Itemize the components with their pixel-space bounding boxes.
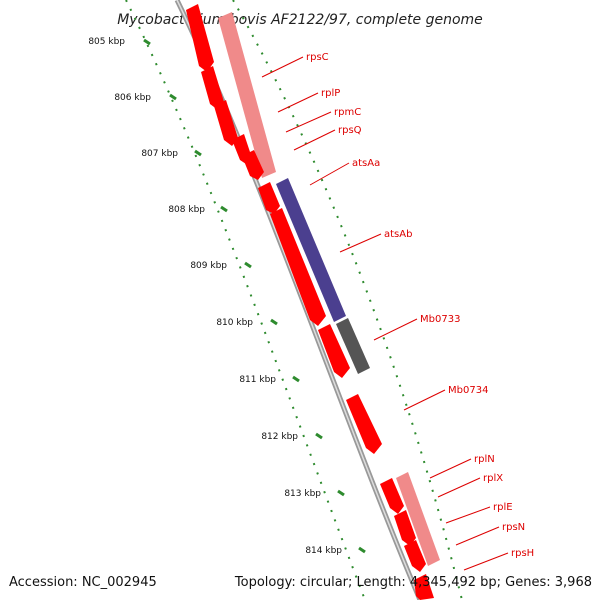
gene-label-rplP[interactable]: rplP (321, 88, 340, 99)
gene-label-leader (403, 389, 446, 411)
gene-feature-rplP[interactable] (186, 4, 214, 72)
gene-feature-Mb0733-red[interactable] (318, 324, 350, 378)
gene-feature-atsAa-red[interactable] (258, 182, 280, 214)
scale-tick (270, 318, 278, 326)
gene-label-leader (455, 526, 500, 546)
gene-feature-rpsN[interactable] (414, 574, 434, 600)
gene-features (186, 4, 440, 600)
scale-label: 810 kbp (216, 318, 253, 328)
scale-tick (337, 489, 345, 497)
gene-label-leader (339, 233, 382, 253)
gene-feature-rplN[interactable] (380, 478, 404, 514)
gene-feature-atsAa-blue[interactable] (276, 178, 346, 322)
gene-feature-Mb0734[interactable] (346, 394, 382, 454)
scale-label: 814 kbp (305, 546, 342, 556)
gene-label-leader (463, 552, 509, 571)
gene-label-leader (429, 458, 472, 479)
gene-labels: rpsC rplP rpmC rpsQ atsAa atsAb Mb0733 Mb0734 rp… (306, 52, 534, 559)
scale-label: 813 kbp (284, 489, 321, 499)
gene-label-leader (445, 506, 491, 524)
scale-label: 812 kbp (261, 432, 298, 442)
gene-feature-rpsQ[interactable] (214, 100, 238, 146)
gene-label-leader (261, 56, 304, 78)
gene-label-atsAb[interactable]: atsAb (384, 229, 412, 240)
scale-label: 808 kbp (168, 205, 205, 215)
accession-text: Accession: NC_002945 (9, 575, 157, 590)
gene-label-leader (309, 162, 350, 186)
genome-info-text: Topology: circular; Length: 4,345,492 bp… (234, 575, 592, 590)
gene-label-rplE[interactable]: rplE (493, 502, 513, 513)
gene-feature-Mb0733-gray[interactable] (336, 318, 370, 374)
gene-label-rpsC[interactable]: rpsC (306, 52, 329, 63)
scale-tick (292, 375, 300, 383)
gene-feature-rpmC[interactable] (201, 66, 224, 110)
scale-label: 806 kbp (114, 93, 151, 103)
gene-label-rpsQ[interactable]: rpsQ (338, 125, 362, 136)
gene-label-rpmC[interactable]: rpmC (334, 107, 361, 118)
gene-feature-rplX[interactable] (394, 510, 416, 546)
gene-label-leader (277, 92, 319, 113)
scale-label: 807 kbp (141, 149, 178, 159)
scale-tick (358, 546, 366, 554)
scale-tick (169, 93, 177, 101)
gene-feature-small-2[interactable] (242, 150, 264, 180)
gene-label-rplX[interactable]: rplX (483, 473, 503, 484)
gene-feature-atsAb-red[interactable] (270, 208, 326, 326)
gene-label-leader (293, 129, 336, 151)
gene-label-rpsN[interactable]: rpsN (502, 522, 525, 533)
scale-tick (143, 38, 151, 46)
scale-tick (194, 149, 202, 157)
outer-dotted-track (232, 0, 463, 600)
gene-label-leaders (261, 56, 509, 571)
scale-label: 809 kbp (190, 261, 227, 271)
map-title: Mycobacterium bovis AF2122/97, complete … (117, 12, 483, 28)
scale-tick (220, 205, 228, 213)
gene-label-Mb0734[interactable]: Mb0734 (448, 385, 488, 396)
scale-label: 805 kbp (88, 37, 125, 47)
gene-feature-rplE[interactable] (404, 540, 426, 572)
scale-tick (315, 432, 323, 440)
gene-label-leader (373, 318, 418, 341)
scale-ticks: 805 kbp 806 kbp 807 kbp 808 kbp 809 kbp 810 k… (88, 37, 366, 556)
scale-tick (244, 261, 252, 269)
gene-feature-rplN-cluster[interactable] (396, 472, 440, 566)
gene-label-leader (437, 477, 481, 498)
gene-label-rplN[interactable]: rplN (474, 454, 495, 465)
scale-label: 811 kbp (239, 375, 276, 385)
gene-label-rpsH[interactable]: rpsH (511, 548, 534, 559)
scale-dotted-track (125, 0, 366, 600)
gene-feature-rpsC-cluster[interactable] (218, 12, 276, 178)
gene-label-leader (285, 111, 332, 133)
gene-label-Mb0733[interactable]: Mb0733 (420, 314, 460, 325)
gene-label-atsAa[interactable]: atsAa (352, 158, 380, 169)
